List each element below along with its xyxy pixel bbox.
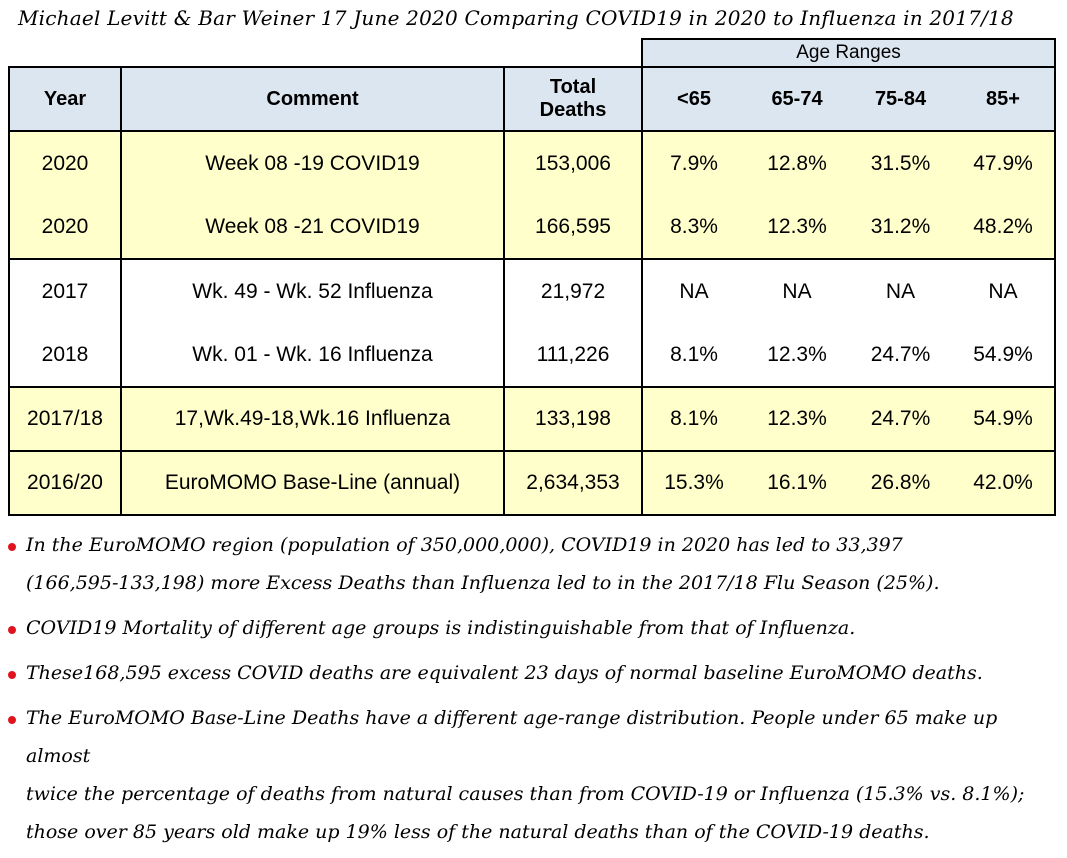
cell-comment: Week 08 -19 COVID19 — [120, 130, 505, 195]
page-title: Michael Levitt & Bar Weiner 17 June 2020… — [18, 6, 1014, 30]
cell-total-deaths: 153,006 — [502, 130, 644, 195]
cell-age-65-74: 12.3% — [745, 386, 850, 452]
table-row: 2017/18 17,Wk.49-18,Wk.16 Influenza 133,… — [8, 386, 1057, 452]
cell-age-85-plus: 47.9% — [952, 130, 1057, 195]
header-total-line1: Total — [549, 76, 597, 98]
table-row: 2020 Week 08 -21 COVID19 166,595 8.3% 12… — [8, 195, 1057, 260]
table-row: 2017 Wk. 49 - Wk. 52 Influenza 21,972 NA… — [8, 258, 1057, 323]
cell-total-deaths: 166,595 — [502, 195, 644, 260]
header-total-deaths: Total Deaths — [502, 66, 644, 132]
cell-comment: Week 08 -21 COVID19 — [120, 195, 505, 260]
bullet-dot-icon — [8, 543, 16, 551]
list-item: The EuroMOMO Base-Line Deaths have a dif… — [8, 699, 1063, 851]
table-row: 2020 Week 08 -19 COVID19 153,006 7.9% 12… — [8, 130, 1057, 195]
cell-age-85-plus: 48.2% — [952, 195, 1057, 260]
cell-year: 2017 — [8, 258, 122, 323]
cell-age-65-74: 12.3% — [745, 195, 850, 260]
cell-comment: Wk. 49 - Wk. 52 Influenza — [120, 258, 505, 323]
cell-comment: EuroMOMO Base-Line (annual) — [120, 450, 505, 516]
cell-year: 2017/18 — [8, 386, 122, 452]
cell-total-deaths: 21,972 — [502, 258, 644, 323]
cell-total-deaths: 2,634,353 — [502, 450, 644, 516]
cell-age-75-84: 24.7% — [849, 386, 953, 452]
header-year: Year — [8, 66, 122, 132]
header-comment: Comment — [120, 66, 505, 132]
header-age-85-plus: 85+ — [952, 66, 1057, 132]
cell-year: 2016/20 — [8, 450, 122, 516]
bullet-list: In the EuroMOMO region (population of 35… — [8, 526, 1063, 858]
bullet-line: The EuroMOMO Base-Line Deaths have a dif… — [26, 707, 998, 767]
cell-year: 2018 — [8, 323, 122, 388]
cell-comment: 17,Wk.49-18,Wk.16 Influenza — [120, 386, 505, 452]
cell-age-85-plus: 54.9% — [952, 323, 1057, 388]
blank-corner — [9, 39, 642, 67]
cell-year: 2020 — [8, 195, 122, 260]
header-age-65-74: 65-74 — [745, 66, 850, 132]
cell-age-lt65: 8.3% — [642, 195, 746, 260]
cell-age-75-84: 31.2% — [849, 195, 953, 260]
cell-age-85-plus: 54.9% — [952, 386, 1057, 452]
bullet-dot-icon — [8, 626, 16, 634]
list-item: In the EuroMOMO region (population of 35… — [8, 526, 1063, 602]
cell-age-75-84: 24.7% — [849, 323, 953, 388]
bullet-dot-icon — [8, 671, 16, 679]
cell-total-deaths: 133,198 — [502, 386, 644, 452]
cell-age-lt65: NA — [642, 258, 746, 323]
cell-age-75-84: 31.5% — [849, 130, 953, 195]
column-header-row: Year Comment Total Deaths <65 65-74 75-8… — [8, 66, 1057, 132]
cell-age-lt65: 15.3% — [642, 450, 746, 516]
table-row: 2018 Wk. 01 - Wk. 16 Influenza 111,226 8… — [8, 323, 1057, 388]
bullet-line: These168,595 excess COVID deaths are equ… — [26, 662, 983, 684]
cell-age-65-74: NA — [745, 258, 850, 323]
bullet-dot-icon — [8, 716, 16, 724]
cell-age-75-84: NA — [849, 258, 953, 323]
cell-year: 2020 — [8, 130, 122, 195]
cell-age-85-plus: 42.0% — [952, 450, 1057, 516]
cell-age-lt65: 8.1% — [642, 323, 746, 388]
list-item: COVID19 Mortality of different age group… — [8, 609, 1063, 647]
comparison-table: Age Ranges Year Comment Total Deaths <65… — [8, 38, 1057, 516]
bullet-line: (166,595-133,198) more Excess Deaths tha… — [26, 572, 940, 594]
cell-age-85-plus: NA — [952, 258, 1057, 323]
cell-comment: Wk. 01 - Wk. 16 Influenza — [120, 323, 505, 388]
header-age-75-84: 75-84 — [849, 66, 953, 132]
cell-age-65-74: 12.3% — [745, 323, 850, 388]
age-ranges-header-row: Age Ranges — [9, 38, 1057, 68]
bullet-line: twice the percentage of deaths from natu… — [26, 783, 1025, 805]
bullet-line: those over 85 years old make up 19% less… — [26, 821, 930, 843]
list-item: These168,595 excess COVID deaths are equ… — [8, 654, 1063, 692]
bullet-line: In the EuroMOMO region (population of 35… — [26, 534, 903, 556]
bullet-line: COVID19 Mortality of different age group… — [26, 617, 856, 639]
cell-total-deaths: 111,226 — [502, 323, 644, 388]
cell-age-65-74: 12.8% — [745, 130, 850, 195]
cell-age-75-84: 26.8% — [849, 450, 953, 516]
header-total-line2: Deaths — [539, 99, 607, 121]
age-ranges-label: Age Ranges — [641, 38, 1057, 68]
cell-age-lt65: 8.1% — [642, 386, 746, 452]
cell-age-lt65: 7.9% — [642, 130, 746, 195]
header-age-lt65: <65 — [642, 66, 746, 132]
table-row: 2016/20 EuroMOMO Base-Line (annual) 2,63… — [8, 450, 1057, 516]
cell-age-65-74: 16.1% — [745, 450, 850, 516]
